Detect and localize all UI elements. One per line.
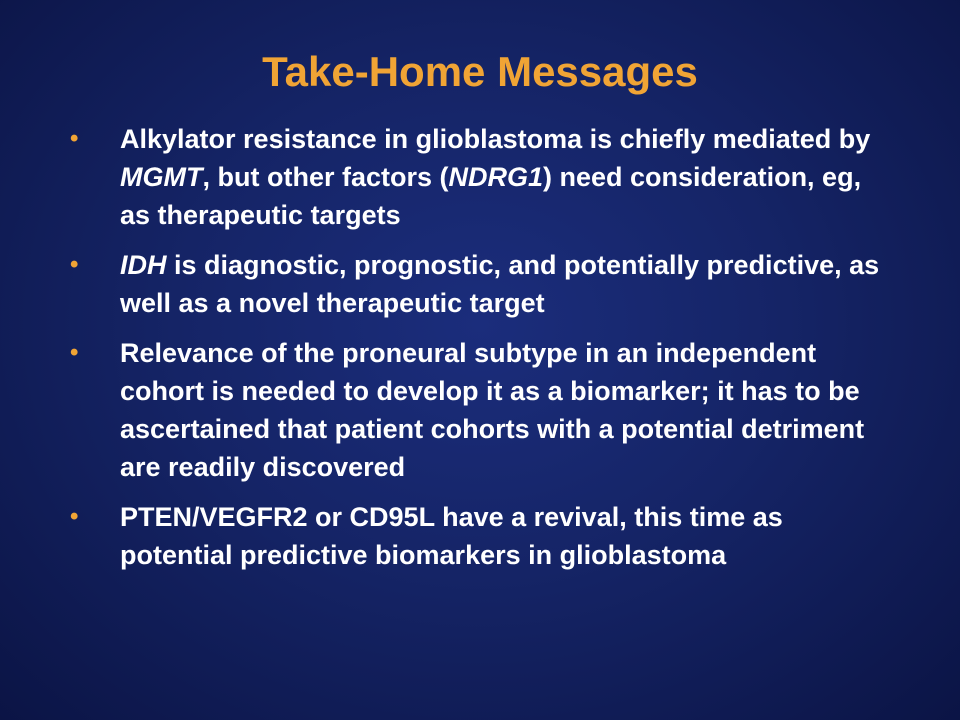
bullet-icon: • xyxy=(70,503,79,530)
bullet-text-segment: Alkylator resistance in glioblastoma is … xyxy=(120,124,871,154)
bullet-text: Alkylator resistance in glioblastoma is … xyxy=(120,124,870,230)
bullet-text-segment-italic: MGMT xyxy=(120,162,203,192)
bullet-text: Relevance of the proneural subtype in an… xyxy=(120,338,864,482)
bullet-text: PTEN/VEGFR2 or CD95L have a revival, thi… xyxy=(120,502,783,570)
bullet-text-segment-italic: NDRG1 xyxy=(448,162,544,192)
bullet-list: • Alkylator resistance in glioblastoma i… xyxy=(70,120,890,586)
bullet-item: • Alkylator resistance in glioblastoma i… xyxy=(70,120,890,234)
bullet-text-segment-italic: IDH xyxy=(120,250,167,280)
bullet-icon: • xyxy=(70,339,79,366)
bullet-icon: • xyxy=(70,125,79,152)
bullet-text-segment: Relevance of the proneural subtype in an… xyxy=(120,338,865,482)
bullet-item: • PTEN/VEGFR2 or CD95L have a revival, t… xyxy=(70,498,890,574)
bullet-text-segment: , but other factors ( xyxy=(202,162,449,192)
slide-title: Take-Home Messages xyxy=(262,48,698,95)
bullet-icon: • xyxy=(70,251,79,278)
bullet-text-segment: ) need consideration, eg, as therapeutic… xyxy=(120,162,862,230)
bullet-item: • Relevance of the proneural subtype in … xyxy=(70,334,890,486)
bullet-text-segment: is diagnostic, prognostic, and potential… xyxy=(120,250,880,318)
bullet-item: • IDH is diagnostic, prognostic, and pot… xyxy=(70,246,890,322)
bullet-text: IDH is diagnostic, prognostic, and poten… xyxy=(120,250,879,318)
bullet-text-segment: PTEN/VEGFR2 or CD95L have a revival, thi… xyxy=(120,502,783,570)
